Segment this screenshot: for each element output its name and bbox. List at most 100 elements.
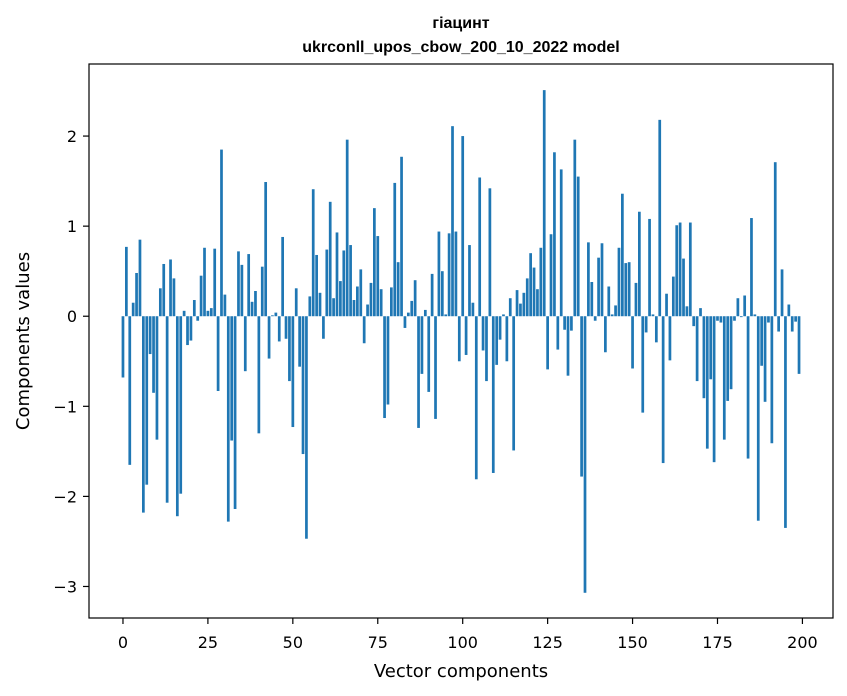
y-tick-label: 1 <box>67 217 77 236</box>
bar-component-60 <box>325 249 329 317</box>
bar-component-4 <box>135 272 138 317</box>
bar-component-99 <box>457 316 461 362</box>
bar-component-173 <box>709 316 713 380</box>
bar-component-49 <box>288 316 291 382</box>
bar-component-111 <box>498 316 502 340</box>
bar-component-122 <box>536 289 539 317</box>
bar-component-85 <box>410 300 414 317</box>
bar-component-82 <box>400 156 403 317</box>
bar-component-10 <box>155 316 159 440</box>
bar-component-160 <box>665 293 668 317</box>
bar-component-143 <box>607 286 611 317</box>
bar-component-24 <box>203 247 206 317</box>
bar-component-138 <box>590 282 594 317</box>
bar-component-11 <box>158 288 162 317</box>
bar-series <box>121 90 801 593</box>
bar-component-112 <box>502 314 505 317</box>
bar-component-1 <box>125 246 128 317</box>
bar-component-132 <box>570 316 573 331</box>
bar-component-3 <box>131 302 135 317</box>
bar-component-100 <box>461 136 465 317</box>
bar-component-45 <box>274 312 278 317</box>
y-tick-label: −1 <box>53 397 77 416</box>
bar-component-175 <box>716 316 719 321</box>
bar-component-59 <box>322 316 325 339</box>
bar-component-192 <box>773 162 777 317</box>
bar-component-90 <box>427 316 431 392</box>
y-tick-label: 2 <box>67 127 77 146</box>
bar-component-166 <box>685 306 689 317</box>
bar-component-8 <box>148 316 152 355</box>
bar-component-149 <box>627 262 631 317</box>
bar-component-46 <box>277 316 281 342</box>
bar-component-34 <box>237 251 240 317</box>
bar-component-79 <box>390 287 393 317</box>
bar-component-110 <box>495 316 499 365</box>
bar-component-150 <box>631 316 634 369</box>
bar-component-127 <box>553 152 556 317</box>
bar-component-23 <box>199 275 203 317</box>
bar-component-169 <box>695 316 699 382</box>
x-tick-label: 125 <box>532 633 563 652</box>
bar-component-123 <box>539 247 543 317</box>
bar-component-128 <box>556 316 560 350</box>
bar-component-102 <box>468 245 471 317</box>
bar-component-124 <box>542 90 546 317</box>
bar-component-31 <box>226 316 230 522</box>
bar-component-50 <box>291 316 295 428</box>
bar-component-120 <box>529 253 532 317</box>
chart-title-model: ukrconll_upos_cbow_200_10_2022 model <box>302 39 619 56</box>
bar-component-57 <box>315 254 318 317</box>
bar-component-139 <box>593 316 597 321</box>
bar-component-114 <box>508 298 512 317</box>
bar-component-0 <box>121 316 125 378</box>
bar-component-32 <box>230 316 234 441</box>
bar-component-70 <box>359 269 363 317</box>
y-tick-label: −3 <box>53 577 77 596</box>
bar-component-33 <box>233 316 237 509</box>
bar-component-6 <box>142 316 145 513</box>
bar-component-13 <box>165 316 169 503</box>
bar-component-9 <box>152 316 155 393</box>
bar-component-93 <box>437 231 441 317</box>
x-tick-label: 100 <box>447 633 478 652</box>
bar-component-126 <box>549 234 553 317</box>
bar-component-164 <box>678 222 682 317</box>
bar-component-81 <box>396 262 400 317</box>
bar-component-117 <box>519 303 522 317</box>
bar-component-29 <box>220 149 223 317</box>
bar-component-147 <box>621 193 624 317</box>
bar-component-43 <box>267 316 271 359</box>
bar-component-162 <box>671 276 675 317</box>
bar-component-181 <box>736 298 740 317</box>
y-tick-label: 0 <box>67 307 77 326</box>
bar-component-189 <box>763 316 767 402</box>
bar-component-53 <box>301 316 305 455</box>
bar-component-180 <box>733 316 736 321</box>
bar-component-61 <box>328 201 332 317</box>
bar-component-144 <box>610 314 614 317</box>
bar-component-136 <box>583 316 587 593</box>
bar-component-73 <box>369 282 373 317</box>
bar-component-155 <box>648 218 651 317</box>
bar-component-30 <box>223 294 227 317</box>
bar-component-7 <box>145 316 149 485</box>
bar-component-151 <box>634 282 638 317</box>
bar-component-28 <box>216 316 220 391</box>
bar-component-197 <box>790 316 794 332</box>
bar-component-116 <box>515 290 519 317</box>
bar-component-185 <box>750 218 753 317</box>
bar-component-25 <box>206 310 210 317</box>
bar-component-190 <box>767 316 770 323</box>
bar-component-168 <box>692 316 696 327</box>
bar-component-44 <box>271 315 274 317</box>
x-axis-label: Vector components <box>374 661 548 682</box>
bar-component-55 <box>308 296 312 317</box>
bar-component-80 <box>393 182 397 317</box>
bar-component-20 <box>189 316 193 341</box>
bar-component-196 <box>787 304 791 317</box>
bar-component-18 <box>182 310 186 317</box>
bar-component-107 <box>485 316 488 382</box>
